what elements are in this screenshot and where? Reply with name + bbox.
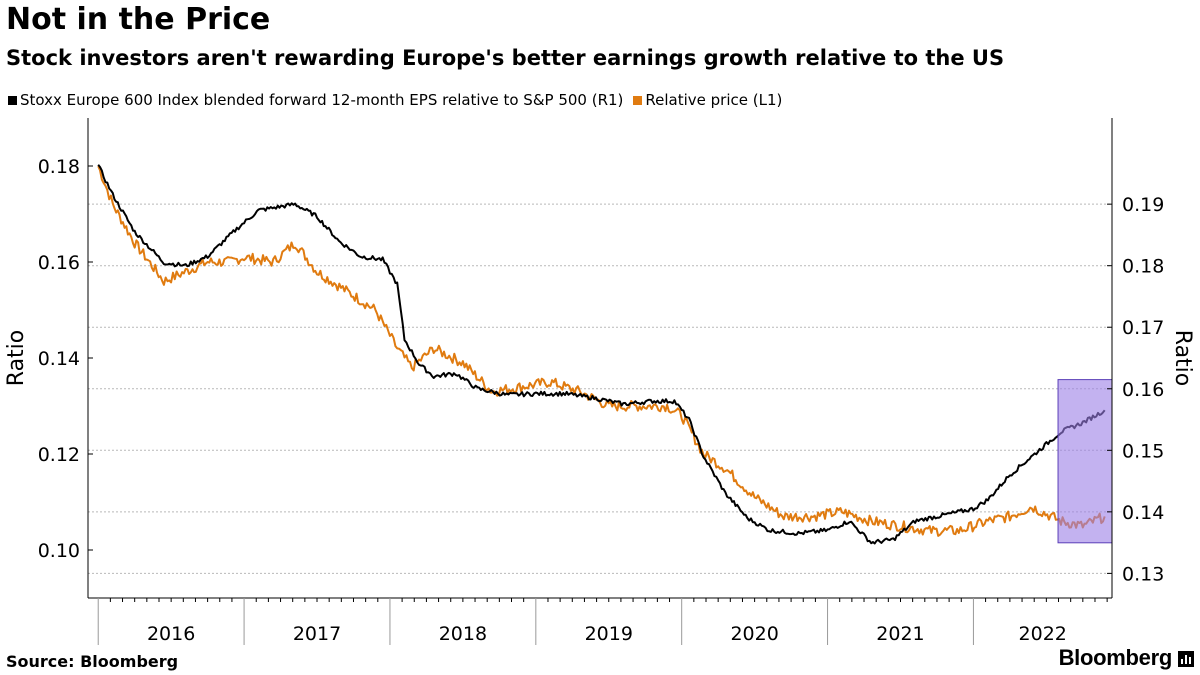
left-axis-title: Ratio — [4, 330, 29, 386]
right-tick-label-5: 0.18 — [1122, 256, 1164, 278]
axes: 0.10 0.12 0.14 0.16 0.18 0.13 0.14 0.15 0.16 0.17… — [38, 118, 1164, 645]
x-tick-label-4: 2020 — [730, 623, 778, 645]
right-axis-title: Ratio — [1170, 330, 1195, 386]
left-tick-label-1: 0.12 — [38, 444, 80, 466]
legend-item-price: Relative price (L1) — [633, 91, 782, 109]
right-tick-label-3: 0.16 — [1122, 379, 1164, 401]
right-tick-label-2: 0.15 — [1122, 440, 1164, 462]
bloomberg-logo: Bloomberg — [1058, 645, 1173, 670]
chart-subtitle: Stock investors aren't rewarding Europe'… — [6, 46, 1005, 70]
legend-item-eps: Stoxx Europe 600 Index blended forward 1… — [8, 91, 623, 109]
bloomberg-chart-icon — [1178, 651, 1194, 667]
legend-swatch-price — [633, 95, 643, 105]
right-tick-label-1: 0.14 — [1122, 502, 1164, 524]
source-note: Source: Bloomberg — [6, 652, 179, 671]
x-tick-label-6: 2022 — [1019, 623, 1067, 645]
x-tick-label-5: 2021 — [876, 623, 924, 645]
left-tick-label-3: 0.16 — [38, 252, 80, 274]
series-line-1 — [97, 165, 1106, 537]
x-tick-label-1: 2017 — [293, 623, 341, 645]
series-line-0 — [97, 164, 1106, 545]
right-tick-label-4: 0.17 — [1122, 317, 1164, 339]
left-tick-label-2: 0.14 — [38, 348, 80, 370]
chart-title: Not in the Price — [6, 2, 271, 37]
gridlines — [88, 203, 1112, 574]
left-tick-label-0: 0.10 — [38, 540, 80, 562]
legend-label-price: Relative price (L1) — [645, 91, 783, 109]
legend: Stoxx Europe 600 Index blended forward 1… — [8, 91, 792, 109]
x-tick-label-2: 2018 — [439, 623, 487, 645]
right-tick-label-6: 0.19 — [1122, 194, 1164, 216]
x-tick-label-3: 2019 — [585, 623, 633, 645]
x-tick-label-0: 2016 — [147, 623, 195, 645]
legend-swatch-eps — [8, 95, 17, 105]
plot-area — [88, 118, 1112, 598]
highlight-box-0 — [1057, 379, 1113, 544]
series-lines — [97, 164, 1113, 545]
right-tick-label-0: 0.13 — [1122, 563, 1164, 585]
legend-label-eps: Stoxx Europe 600 Index blended forward 1… — [20, 91, 624, 109]
left-tick-label-4: 0.18 — [38, 156, 80, 178]
